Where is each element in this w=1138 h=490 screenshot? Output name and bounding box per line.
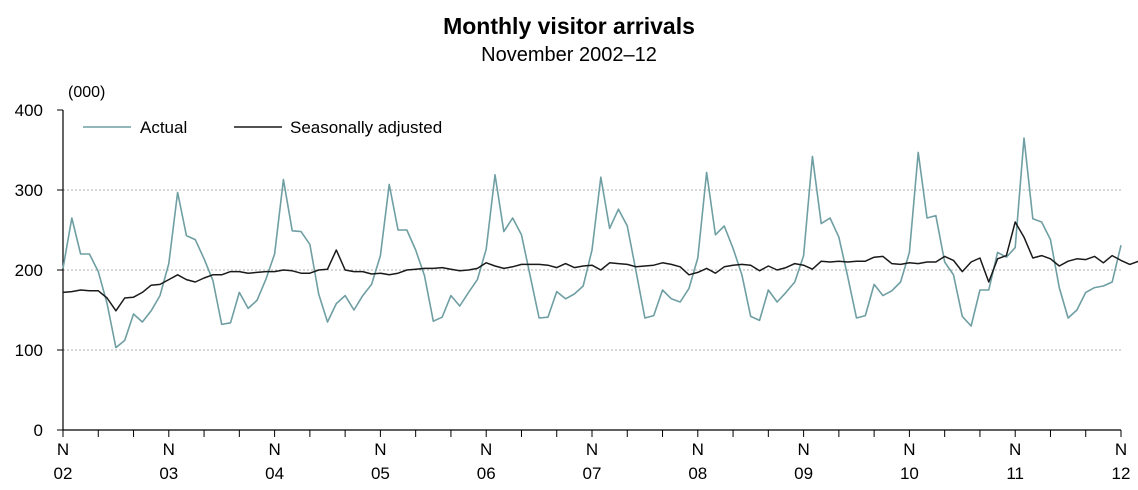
- chart-title: Monthly visitor arrivals: [443, 13, 695, 39]
- axes: [57, 109, 1122, 437]
- x-tick-year-label: 02: [54, 464, 73, 483]
- x-tick-year-label: 12: [1112, 464, 1131, 483]
- x-tick-year-label: 10: [900, 464, 919, 483]
- x-tick-year-label: 08: [688, 464, 707, 483]
- series-lines: [62, 137, 1138, 349]
- x-tick-month-label: N: [1009, 440, 1021, 459]
- legend-label: Actual: [140, 118, 187, 137]
- x-tick-year-label: 11: [1006, 464, 1024, 483]
- x-tick-year-label: 09: [794, 464, 813, 483]
- legend: Actual Seasonally adjusted: [83, 118, 442, 137]
- x-tick-month-label: N: [692, 440, 704, 459]
- x-tick-month-label: N: [903, 440, 915, 459]
- y-tick-label: 200: [15, 261, 43, 280]
- y-tick-label: 400: [15, 101, 43, 120]
- x-tick-month-label: N: [163, 440, 175, 459]
- y-unit-label: (000): [68, 84, 105, 101]
- x-tick-month-label: N: [268, 440, 280, 459]
- y-tick-label: 300: [15, 181, 43, 200]
- x-tick-month-label: N: [797, 440, 809, 459]
- x-tick-year-label: 06: [477, 464, 496, 483]
- x-tick-year-label: 07: [583, 464, 602, 483]
- series-line-seasonally-adjusted: [62, 221, 1138, 312]
- x-tick-year-label: 05: [371, 464, 390, 483]
- x-tick-year-label: 03: [159, 464, 178, 483]
- x-tick-year-label: 04: [265, 464, 284, 483]
- y-tick-labels: 0 100 200 300 400: [15, 101, 43, 440]
- x-tick-month-label: N: [480, 440, 492, 459]
- x-tick-month-label: N: [1115, 440, 1127, 459]
- y-tick-label: 100: [15, 341, 43, 360]
- legend-label: Seasonally adjusted: [290, 118, 442, 137]
- gridlines: [63, 189, 1121, 351]
- x-tick-month-label: N: [57, 440, 69, 459]
- x-tick-month-label: N: [586, 440, 598, 459]
- x-tick-month-label: N: [374, 440, 386, 459]
- y-tick-label: 0: [34, 421, 43, 440]
- chart-subtitle: November 2002–12: [481, 44, 657, 66]
- x-tick-labels: N 02 N 03 N 04 N 05 N 06 N 07 N 08 N 09 N 10 N 11 N 12: [54, 440, 1131, 483]
- series-line-actual: [62, 137, 1122, 349]
